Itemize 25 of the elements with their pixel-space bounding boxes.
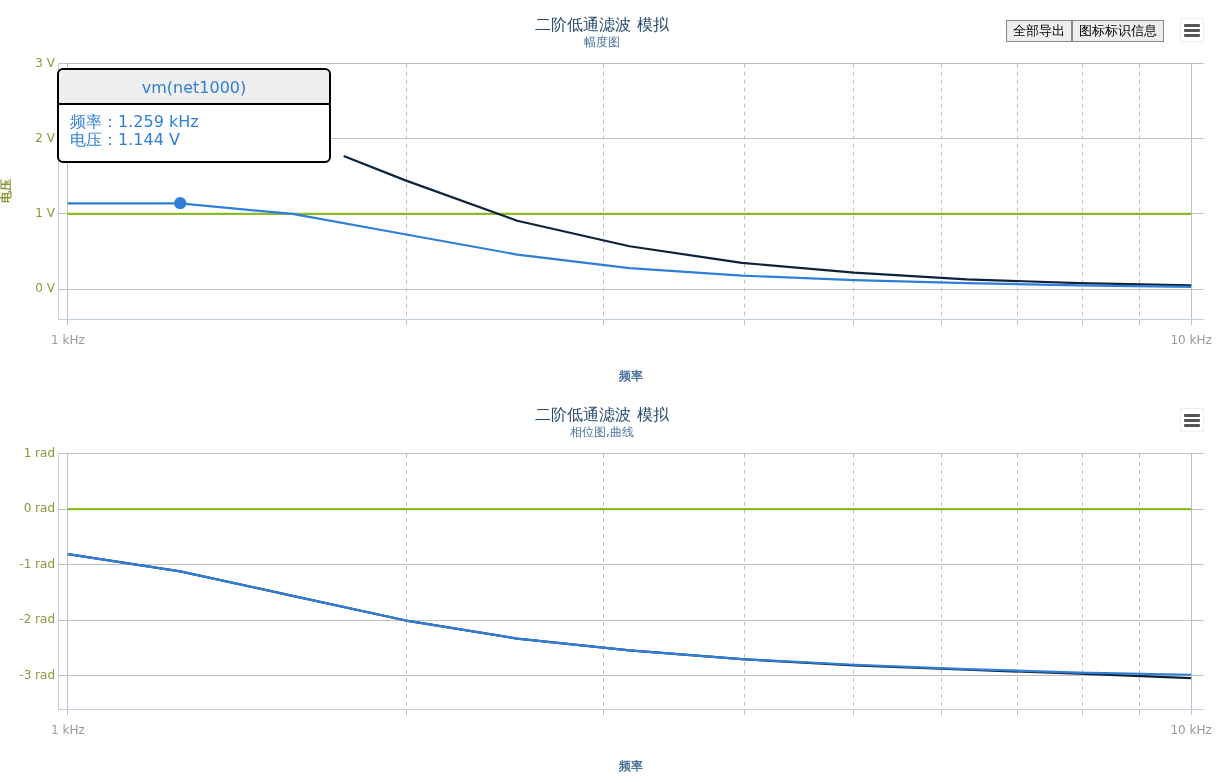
annotation: 频率：1.259 kHz: [70, 112, 200, 131]
y-tick-label: -3 rad: [19, 667, 55, 682]
x-tick-label: 1 kHz: [50, 722, 85, 737]
chart-subtitle: 幅度图: [584, 34, 620, 49]
y-tick-label: -2 rad: [19, 612, 55, 627]
x-tick-label: 1 kHz: [50, 332, 85, 347]
y-tick-label: -1 rad: [19, 556, 55, 571]
chart-title: 二阶低通滤波 模拟: [535, 14, 670, 34]
y-axis-title: 电压: [0, 179, 14, 204]
y-tick-label: 3 V: [35, 55, 56, 70]
annotation: 电压：1.144 V: [70, 130, 181, 149]
y-tick-label: 0 V: [35, 281, 56, 296]
text: 图标标识信息: [1072, 20, 1164, 42]
y-tick-label: 0 rad: [23, 501, 55, 516]
x-axis-title: 频率: [617, 758, 643, 773]
chart-subtitle: 相位图,曲线: [570, 424, 634, 439]
x-axis-title: 频率: [617, 368, 643, 383]
y-tick-label: 1 rad: [23, 445, 55, 460]
x-tick-label: 10 kHz: [1170, 722, 1212, 737]
y-tick-label: 1 V: [35, 206, 56, 221]
text: 全部导出: [1006, 20, 1072, 42]
x-tick-label: 10 kHz: [1170, 332, 1212, 347]
y-tick-label: 2 V: [35, 130, 56, 145]
tooltip-box: vm(net1000) 频率：1.259 kHz 电压：1.144 V: [57, 68, 331, 163]
chart-title: 二阶低通滤波 模拟: [535, 404, 670, 424]
